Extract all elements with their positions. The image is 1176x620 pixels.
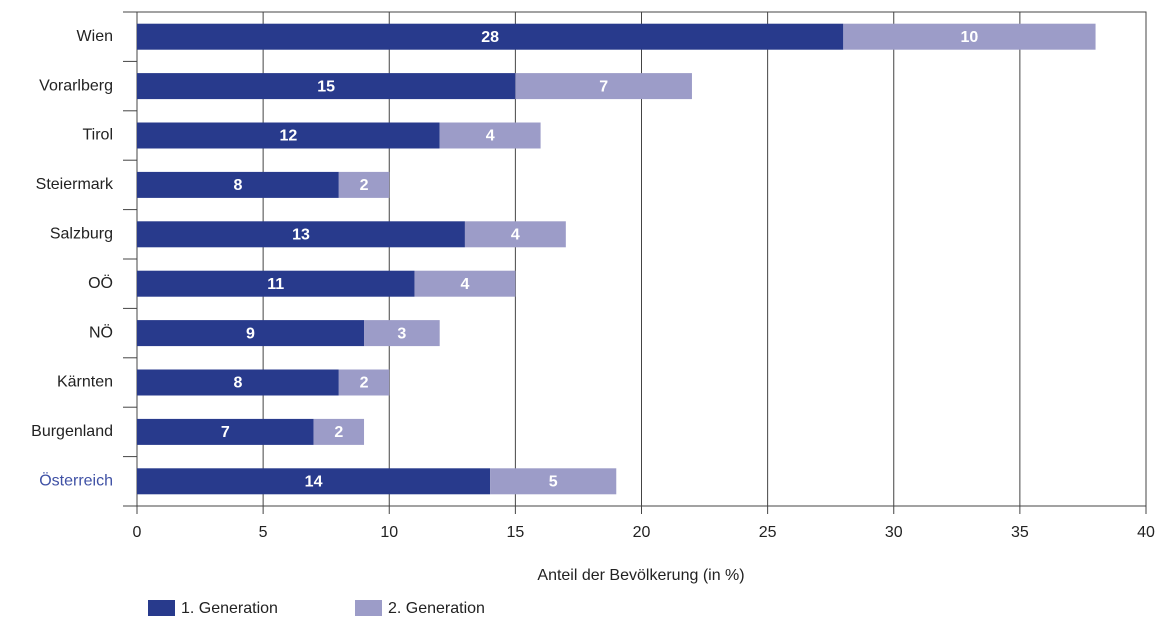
bar-segment — [490, 468, 617, 495]
value-label: 9 — [246, 325, 255, 342]
value-label: 2 — [360, 375, 369, 392]
x-tick-label: 30 — [885, 524, 903, 541]
bar-segment — [137, 369, 339, 396]
value-label: 8 — [233, 177, 242, 194]
bar-segment — [137, 418, 314, 445]
x-tick-label: 20 — [633, 524, 651, 541]
bar-segment — [464, 221, 566, 248]
bar-segment — [137, 320, 365, 347]
y-tick-label: OÖ — [88, 274, 113, 292]
value-label: 11 — [267, 276, 284, 293]
value-label: 2 — [360, 177, 369, 194]
value-label: 5 — [549, 474, 558, 491]
x-axis-label: Anteil der Bevölkerung (in %) — [537, 567, 744, 584]
x-tick-label: 35 — [1011, 524, 1029, 541]
bar-segment — [313, 418, 365, 445]
x-tick-label: 0 — [133, 524, 142, 541]
y-tick-label: Vorarlberg — [39, 77, 113, 94]
value-label: 8 — [233, 375, 242, 392]
value-label: 3 — [397, 325, 406, 342]
bar-segment — [439, 122, 541, 149]
x-tick-label: 15 — [506, 524, 524, 541]
value-label: 4 — [460, 276, 469, 293]
y-tick-label: Österreich — [39, 472, 113, 490]
x-tick-label: 10 — [380, 524, 398, 541]
bar-segment — [137, 23, 844, 50]
y-tick-label: Kärnten — [57, 374, 113, 391]
legend-swatch — [355, 600, 382, 616]
value-label: 14 — [305, 474, 323, 491]
x-tick-label: 40 — [1137, 524, 1155, 541]
value-label: 15 — [317, 78, 335, 95]
bar-segment — [364, 320, 440, 347]
bar-segment — [515, 73, 692, 100]
legend-swatch — [148, 600, 175, 616]
value-label: 13 — [292, 227, 310, 244]
legend-label: 2. Generation — [388, 600, 485, 617]
bar-segment — [843, 23, 1096, 50]
bar-segment — [137, 73, 516, 100]
bar-segment — [338, 369, 390, 396]
y-tick-label: Salzburg — [50, 226, 113, 243]
value-label: 7 — [599, 78, 608, 95]
bar-segment — [137, 122, 440, 149]
x-tick-label: 5 — [259, 524, 268, 541]
y-tick-label: NÖ — [89, 323, 113, 341]
y-tick-label: Steiermark — [36, 176, 114, 193]
value-label: 4 — [511, 227, 520, 244]
value-label: 2 — [334, 424, 343, 441]
x-tick-label: 25 — [759, 524, 777, 541]
y-tick-label: Burgenland — [31, 423, 113, 440]
value-label: 28 — [481, 29, 499, 46]
bar-segment — [137, 221, 465, 248]
bar-segment — [338, 171, 390, 198]
value-label: 7 — [221, 424, 230, 441]
bar-segment — [137, 171, 339, 198]
value-label: 4 — [486, 128, 495, 145]
value-label: 10 — [961, 29, 979, 46]
y-tick-label: Wien — [77, 28, 113, 45]
bar-segment — [137, 468, 491, 495]
bar-segment — [137, 270, 415, 297]
value-label: 12 — [279, 128, 297, 145]
bar-segment — [414, 270, 516, 297]
y-tick-label: Tirol — [82, 127, 113, 144]
legend-label: 1. Generation — [181, 600, 278, 617]
